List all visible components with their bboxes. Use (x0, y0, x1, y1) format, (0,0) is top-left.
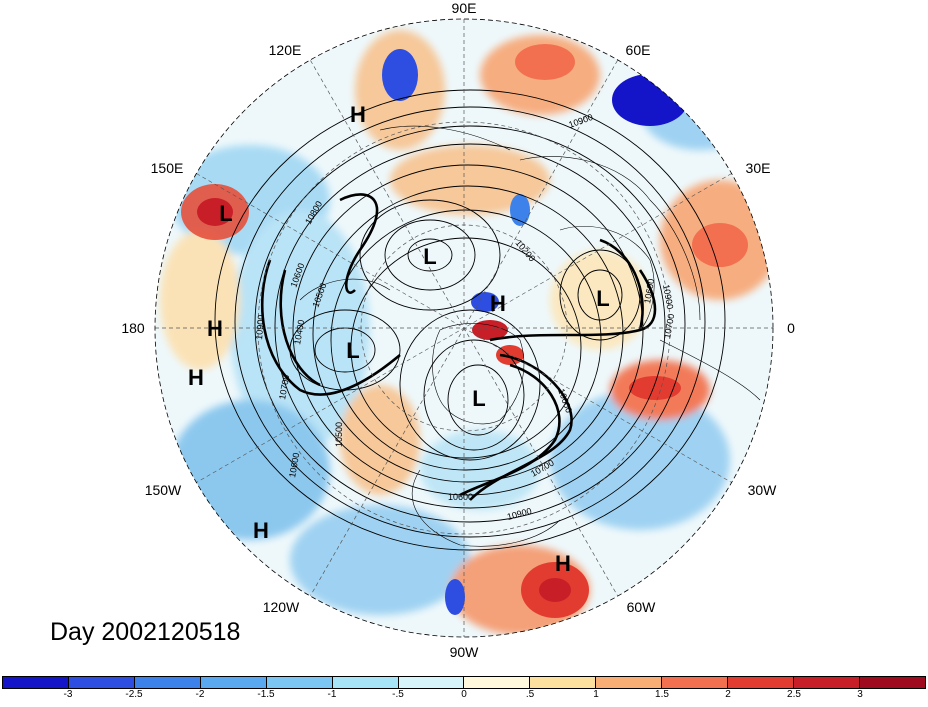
contour-label: 10600 (448, 492, 473, 502)
lon-label-180: 180 (121, 320, 145, 336)
lon-label-30w: 30W (748, 482, 778, 498)
colorbar-cell (68, 677, 135, 688)
high-center-marker: H (490, 291, 506, 316)
colorbar-tick-label: -1.5 (257, 689, 275, 700)
pressure-centers: H H L L L H L L H L H H H (188, 102, 610, 576)
colorbar-cell (728, 677, 795, 688)
colorbar-tick-label: 1.5 (655, 689, 669, 700)
colorbar-cell (859, 677, 925, 688)
contour-label: 10600 (287, 452, 301, 478)
colorbar-cell (464, 677, 531, 688)
contour-label: 10700 (662, 313, 676, 339)
longitude-labels: 90E 60E 30E 0 30W 60W 90W 120W 150W 180 … (121, 0, 795, 660)
colorbar-tick-labels: -3 -2.5 -2 -1.5 -1 -.5 0 .5 1 1.5 2 2.5 3 (2, 689, 926, 702)
contour-label: 10900 (661, 284, 675, 310)
lon-label-150w: 150W (145, 482, 182, 498)
high-center-marker: H (188, 365, 204, 390)
low-center-marker: L (596, 286, 609, 311)
colorbar-cell (200, 677, 267, 688)
lon-label-90e: 90E (452, 0, 477, 16)
day-label: Day 2002120518 (50, 618, 241, 646)
colorbar-cell (662, 677, 729, 688)
high-center-marker: H (350, 102, 366, 127)
lon-label-120e: 120E (269, 42, 302, 58)
colorbar-cell (3, 677, 69, 688)
colorbar-tick-label: 0 (461, 689, 467, 700)
lon-label-30e: 30E (746, 160, 771, 176)
lon-label-0: 0 (787, 320, 795, 336)
high-center-marker: H (207, 316, 223, 341)
contour-label: 10700 (277, 374, 291, 400)
colorbar-cell (596, 677, 663, 688)
colorbar-tick-label: 2.5 (787, 689, 801, 700)
high-center-marker: H (253, 518, 269, 543)
colorbar-cell (332, 677, 399, 688)
lon-label-60e: 60E (626, 42, 651, 58)
colorbar-cell (794, 677, 860, 688)
high-center-marker: H (555, 551, 571, 576)
contour-label: 10500 (334, 422, 344, 447)
colorbar-tick-label: 1 (593, 689, 599, 700)
contour-label: 10900 (254, 314, 266, 340)
colorbar-cell (134, 677, 201, 688)
colorbar-tick-label: -2.5 (125, 689, 143, 700)
colorbar-tick-label: 3 (857, 689, 863, 700)
colorbar-tick-label: -.5 (392, 689, 404, 700)
low-center-marker: L (472, 386, 485, 411)
graticule (155, 19, 773, 637)
colorbar-cell (398, 677, 465, 688)
colorbar-tick-label: .5 (525, 689, 535, 700)
map-boundary (154, 18, 774, 638)
colorbar (2, 676, 926, 689)
low-center-marker: L (219, 201, 232, 226)
contour-label: 10400 (292, 319, 306, 345)
colorbar-tick-label: 2 (725, 689, 731, 700)
colorbar-cell (266, 677, 333, 688)
coastlines (299, 125, 761, 547)
colorbar-cell (530, 677, 597, 688)
contour-label: 10600 (642, 278, 656, 304)
colorbar-tick-label: -2 (195, 689, 205, 700)
lon-label-60w: 60W (627, 599, 657, 615)
lon-label-150e: 150E (151, 160, 184, 176)
colorbar-tick-label: -3 (63, 689, 73, 700)
lon-label-90w: 90W (450, 644, 480, 660)
low-center-marker: L (346, 338, 359, 363)
colorbar-tick-label: -1 (327, 689, 337, 700)
low-center-marker: L (423, 244, 436, 269)
lon-label-120w: 120W (263, 599, 300, 615)
